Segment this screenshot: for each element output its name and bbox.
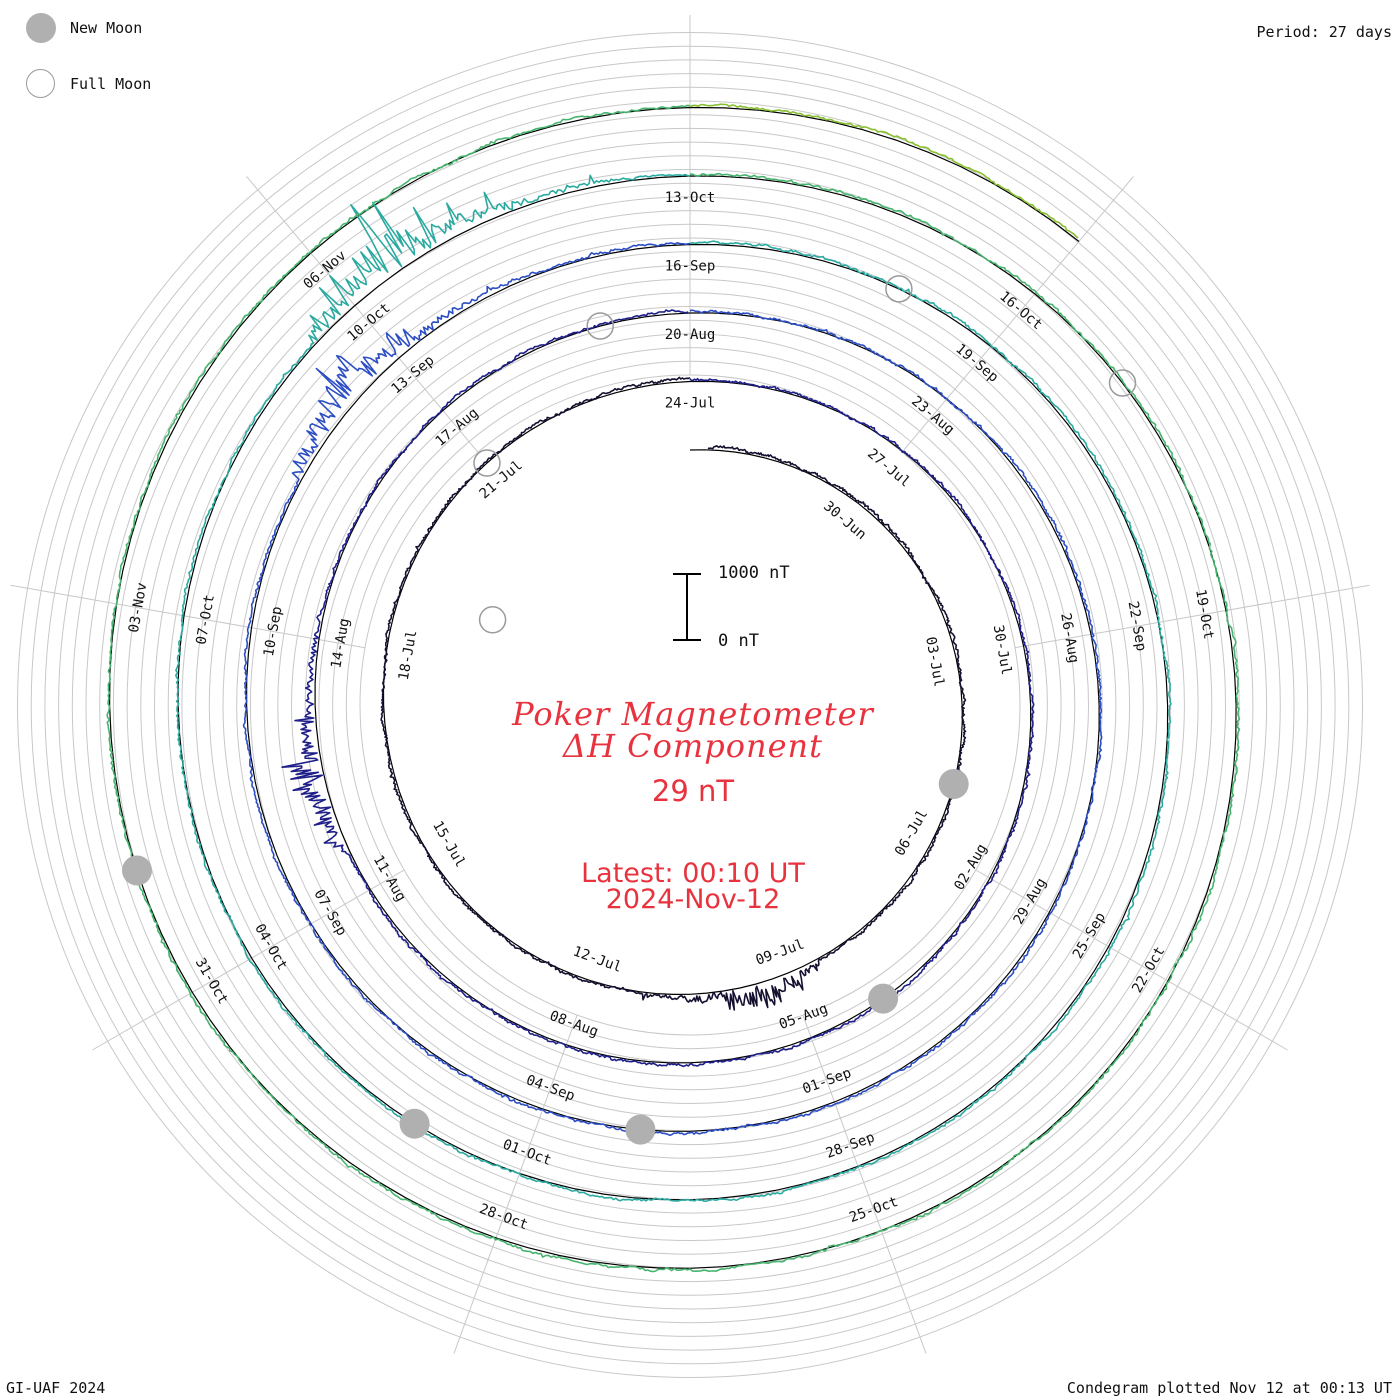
date-label: 30-Jun <box>820 498 869 543</box>
grid-spoke <box>1014 584 1370 649</box>
chart-title: Poker Magnetometer <box>512 695 874 733</box>
date-label: 25-Sep <box>1070 910 1109 962</box>
series-line <box>380 376 967 1011</box>
date-label: 18-Jul <box>396 629 421 682</box>
legend-new-moon-label: New Moon <box>70 19 143 37</box>
date-label: 10-Oct <box>344 300 393 345</box>
date-label: 31-Oct <box>192 955 231 1007</box>
scale-top-label: 1000 nT <box>718 563 790 583</box>
date-label: 01-Oct <box>500 1137 553 1169</box>
series-line <box>175 173 1172 1203</box>
new-moon-marker <box>625 1114 656 1145</box>
date-label: 20-Aug <box>665 327 716 343</box>
date-label: 23-Aug <box>908 393 957 438</box>
latest-time: Latest: 00:10 UT <box>581 858 805 889</box>
grid-spoke <box>92 869 405 1051</box>
date-label: 28-Oct <box>477 1201 530 1233</box>
chart-subtitle: ΔH Component <box>562 727 824 765</box>
grid-spoke <box>10 584 366 649</box>
legend-full-moon-label: Full Moon <box>70 74 152 93</box>
date-label: 24-Jul <box>665 396 716 412</box>
scale-bar <box>673 573 701 641</box>
date-label: 12-Jul <box>571 944 624 976</box>
date-label: 13-Oct <box>665 190 716 206</box>
date-label: 28-Sep <box>824 1130 877 1162</box>
full-moon-marker <box>885 275 913 303</box>
credit-label: GI-UAF 2024 <box>6 1379 106 1397</box>
period-label: Period: 27 days <box>1256 23 1392 41</box>
data-series <box>106 103 1241 1273</box>
legend-new-moon: New Moon <box>26 13 142 43</box>
grid-spoke <box>975 869 1288 1051</box>
new-moon-marker <box>868 983 899 1014</box>
date-label: 04-Sep <box>524 1072 577 1104</box>
date-label: 06-Jul <box>892 807 931 859</box>
full-moon-marker <box>478 606 507 634</box>
scale-bottom-label: 0 nT <box>718 631 759 651</box>
date-label: 16-Sep <box>665 259 716 275</box>
full-moon-marker <box>586 312 614 340</box>
grid-spoke <box>802 1014 927 1354</box>
date-label: 30-Jul <box>990 624 1015 677</box>
date-label: 25-Oct <box>847 1194 900 1226</box>
date-label: 22-Oct <box>1129 944 1168 996</box>
date-label: 26-Aug <box>1057 612 1082 665</box>
plotted-label: Condegram plotted Nov 12 at 00:13 UT <box>1066 1379 1392 1397</box>
legend-full-moon: Full Moon <box>26 69 151 98</box>
new-moon-marker <box>122 855 152 886</box>
date-label: 08-Aug <box>547 1008 600 1040</box>
new-moon-marker <box>399 1108 430 1139</box>
series-line <box>106 104 1241 1273</box>
current-value: 29 nT <box>651 774 735 808</box>
series-line <box>281 309 1035 1068</box>
date-label: 05-Aug <box>777 1001 830 1033</box>
full-moon-marker <box>473 449 501 477</box>
date-label: 09-Jul <box>754 936 807 968</box>
full-moon-icon <box>26 69 55 98</box>
moon-markers <box>122 275 1137 1145</box>
grid-spoke <box>901 176 1134 453</box>
grid-spokes <box>10 15 1370 1354</box>
date-label: 13-Sep <box>388 353 437 398</box>
date-label: 03-Jul <box>922 636 947 689</box>
full-moon-marker <box>1108 369 1137 397</box>
latest-date: 2024-Nov-12 <box>605 884 781 915</box>
date-label: 22-Sep <box>1125 600 1150 653</box>
date-label: 04-Oct <box>251 921 290 973</box>
series-line <box>689 103 1079 239</box>
grid-spoke <box>453 1014 578 1354</box>
new-moon-icon <box>26 13 56 43</box>
series-line <box>242 242 1103 1137</box>
grid-spoke <box>246 176 479 453</box>
date-label: 01-Sep <box>800 1065 853 1097</box>
new-moon-marker <box>938 769 969 799</box>
date-label: 19-Oct <box>1192 588 1217 641</box>
